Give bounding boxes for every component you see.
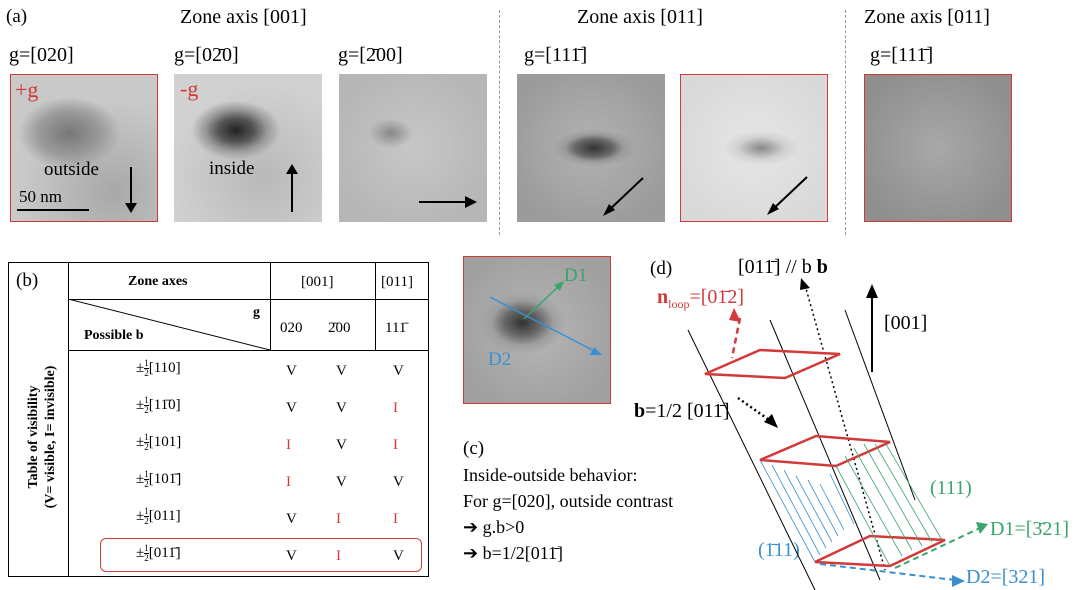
- header-possible-b: Possible b: [84, 328, 144, 343]
- d2-label: D2: [488, 349, 512, 370]
- panel-b-label: (b): [16, 270, 39, 291]
- header-hline-2: [68, 350, 429, 351]
- visibility-cell: I: [286, 474, 291, 490]
- inside-label: inside: [209, 158, 255, 179]
- tem-image-11m1-a: [517, 74, 665, 222]
- visibility-cell: V: [336, 363, 347, 379]
- panel-c-line2: For g=[020], outside contrast: [463, 491, 674, 511]
- panel-c-line4: ➔ b=1/2[011̄]: [463, 543, 564, 563]
- tem-image-11m1-b: [680, 74, 828, 222]
- minus-g-label: -g: [180, 76, 199, 101]
- separator-1: [499, 10, 500, 235]
- visibility-cell: V: [336, 474, 347, 490]
- g-label-1: g=[020]: [9, 44, 74, 66]
- header-diagonal: [68, 299, 270, 350]
- g-label-3: g=[2̄00]: [338, 44, 403, 66]
- tem-image-11m1-c: [864, 74, 1012, 222]
- visibility-cell: I: [286, 437, 291, 453]
- visibility-cell: V: [393, 474, 404, 490]
- visibility-cell: I: [393, 511, 398, 527]
- table-side-divider: [68, 262, 69, 577]
- zone-axis-001-label: Zone axis [001]: [180, 6, 307, 28]
- separator-2: [845, 10, 846, 235]
- row-b-value: ±1 2 [110]: [136, 358, 181, 378]
- visibility-cell: V: [336, 437, 347, 453]
- visibility-cell: V: [286, 548, 297, 564]
- panel-c-label: (c): [463, 438, 485, 459]
- plus-g-label: +g: [15, 77, 39, 102]
- direction-arrows: [489, 281, 602, 355]
- g-label-4: g=[111̄]: [524, 44, 588, 66]
- n-loop-label: nloop=[01̄2]: [657, 286, 745, 311]
- header-011: [011]: [381, 274, 413, 290]
- scalebar-label: 50 nm: [19, 187, 62, 206]
- arrow-right-icon: [419, 196, 477, 208]
- zone-axis-011-right-label: Zone axis [011]: [864, 6, 990, 28]
- outside-label: outside: [44, 159, 99, 180]
- gcol-3: 111̄: [385, 320, 407, 336]
- zone-axis-011-left-label: Zone axis [011]: [577, 6, 703, 28]
- row-b-value: ±1 2 [11̄0]: [136, 395, 181, 415]
- tem-image-minus-g: -g inside: [174, 74, 322, 222]
- table-side-title: Table of visibility (V= visible, I= invi…: [26, 365, 58, 509]
- loop-schematic: [687, 278, 988, 590]
- panel-c-line1: Inside-outside behavior:: [463, 465, 638, 485]
- header-col-divider-1: [270, 262, 271, 350]
- b-half-label: b=1/2 [011̄]: [634, 400, 730, 422]
- d1-label: D1: [564, 265, 588, 286]
- plane-m111-label: (1̄11): [758, 539, 800, 561]
- panel-c-line3: ➔ g.b>0: [463, 517, 525, 537]
- visibility-cell: V: [393, 548, 404, 564]
- tem-image-m200: [339, 74, 487, 222]
- visibility-cell: V: [286, 363, 297, 379]
- gcol-1: 020: [280, 320, 303, 336]
- panel-a-label: (a): [6, 6, 28, 27]
- row-b-value: ±1 2 [101]: [136, 432, 182, 452]
- visibility-cell: I: [336, 548, 341, 564]
- gcol-2: 2̄00: [328, 320, 351, 336]
- tem-image-plus-g: +g outside 50 nm: [10, 74, 158, 222]
- visibility-cell: V: [393, 363, 404, 379]
- g-label-6: g=[111̄]: [870, 44, 934, 66]
- scalebar: [17, 209, 89, 211]
- visibility-cell: I: [336, 511, 341, 527]
- visibility-cell: V: [336, 400, 347, 416]
- selected-row-highlight: [100, 538, 422, 572]
- visibility-cell: V: [286, 511, 297, 527]
- plane-111-label: (111): [930, 477, 972, 499]
- arrow-up-icon: [286, 164, 298, 212]
- arrow-diag-icon-2: [767, 176, 808, 215]
- arrow-down-icon: [125, 167, 137, 213]
- tem-image-d1-d2: D1 D2: [463, 256, 611, 404]
- table-frame: [8, 262, 429, 577]
- row-b-value: ±1 2 [101̄]: [136, 469, 182, 489]
- header-zone-axes: Zone axes: [128, 274, 188, 289]
- b-direction-label: [011̄] // b b: [738, 256, 828, 278]
- arrow-diag-icon: [603, 177, 644, 216]
- visibility-cell: I: [393, 437, 398, 453]
- header-g: g: [253, 305, 260, 320]
- panel-d-label: (d): [650, 258, 673, 279]
- d2-vector-label: D2=[321]: [966, 566, 1046, 588]
- header-col-divider-2: [375, 262, 376, 350]
- header-001: [001]: [301, 274, 334, 290]
- axis-001-label: [001]: [884, 312, 928, 334]
- d1-vector-label: D1=[3̄21]: [990, 518, 1070, 540]
- g-label-2: g=[02̄0]: [174, 44, 239, 66]
- visibility-cell: I: [393, 400, 398, 416]
- row-b-value: ±1 2 [011]: [136, 506, 181, 526]
- row-b-value: ±1 2 [011̄]: [136, 543, 181, 563]
- header-hline-1: [68, 299, 429, 300]
- visibility-cell: V: [286, 400, 297, 416]
